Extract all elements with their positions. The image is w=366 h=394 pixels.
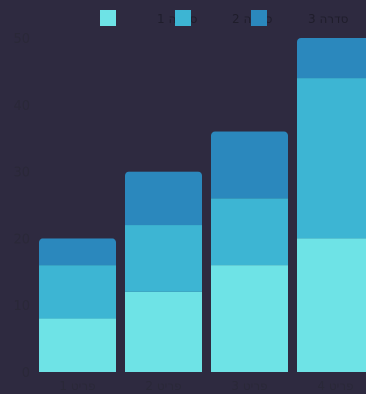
- y-tick-label: 10: [13, 299, 30, 314]
- y-tick-label: 50: [13, 32, 30, 47]
- bar-stack: [211, 131, 288, 372]
- bar-segment-series-3: [211, 131, 288, 199]
- bar-segment-series-2: [125, 225, 202, 292]
- bar-segment-series-2: [297, 78, 366, 239]
- legend-label-series-3: סדרה 3: [308, 12, 349, 26]
- bar-segment-series-1: [297, 238, 366, 372]
- x-category-label: פריט 1: [59, 379, 95, 393]
- bar-stack: [39, 238, 116, 372]
- legend-swatch-series-2: [175, 10, 191, 26]
- bar-segment-series-1: [125, 291, 202, 372]
- bar-segment-series-1: [211, 265, 288, 372]
- legend-swatch-series-1: [100, 10, 116, 26]
- x-category-label: פריט 3: [231, 379, 267, 393]
- x-category-label: פריט 4: [317, 379, 353, 393]
- bar-segment-series-2: [39, 265, 116, 319]
- bar-segment-series-3: [125, 171, 202, 226]
- y-tick-label: 40: [13, 99, 30, 114]
- y-tick-label: 0: [22, 366, 30, 381]
- bar-segment-series-3: [297, 38, 366, 79]
- x-category-label: פריט 2: [145, 379, 181, 393]
- bar-segment-series-3: [39, 238, 116, 266]
- bars: [39, 38, 366, 372]
- x-axis: פריט 1 פריט 2 פריט 3 פריט 4: [59, 379, 353, 393]
- y-tick-label: 20: [13, 232, 30, 247]
- legend-swatch-series-3: [251, 10, 267, 26]
- legend: סדרה 1 סדרה 2 סדרה 3: [100, 10, 349, 26]
- bar-segment-series-2: [211, 198, 288, 266]
- bar-stack: [297, 38, 366, 372]
- y-tick-label: 30: [13, 166, 30, 181]
- bar-segment-series-1: [39, 318, 116, 372]
- y-axis: 0 10 20 30 40 50: [13, 32, 30, 381]
- bar-stack: [125, 171, 202, 372]
